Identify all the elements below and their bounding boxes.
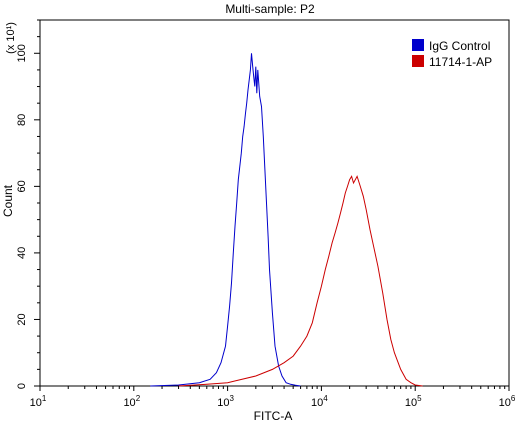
plot-frame bbox=[39, 19, 510, 387]
y-tick-label: 80 bbox=[16, 114, 28, 126]
y-tick-label: 60 bbox=[16, 180, 28, 192]
legend-swatch-11714-1-ap bbox=[412, 55, 424, 67]
y-axis-label: Count bbox=[1, 184, 15, 217]
y-tick-label: 0 bbox=[16, 383, 28, 389]
x-tick-label: 101 bbox=[30, 394, 47, 409]
y-multiplier-label: (x 10¹) bbox=[5, 22, 17, 54]
x-tick-label: 103 bbox=[217, 394, 234, 409]
x-tick-label: 106 bbox=[499, 394, 516, 409]
y-tick-label: 100 bbox=[16, 44, 28, 62]
x-tick-label: 104 bbox=[311, 394, 328, 409]
y-tick-label: 40 bbox=[16, 247, 28, 259]
x-axis-label: FITC-A bbox=[254, 409, 293, 423]
series-line-igg-control bbox=[150, 53, 301, 387]
legend-swatch-igg-control bbox=[412, 39, 424, 51]
x-tick-label: 102 bbox=[123, 394, 140, 409]
chart-title: Multi-sample: P2 bbox=[225, 2, 315, 16]
y-tick-label: 20 bbox=[16, 313, 28, 325]
legend-label-igg-control: IgG Control bbox=[429, 39, 490, 53]
legend: IgG Control 11714-1-AP bbox=[412, 39, 492, 69]
series-line-11714-1-ap bbox=[178, 175, 423, 387]
x-tick-label: 105 bbox=[405, 394, 422, 409]
legend-label-11714-1-ap: 11714-1-AP bbox=[429, 55, 492, 69]
